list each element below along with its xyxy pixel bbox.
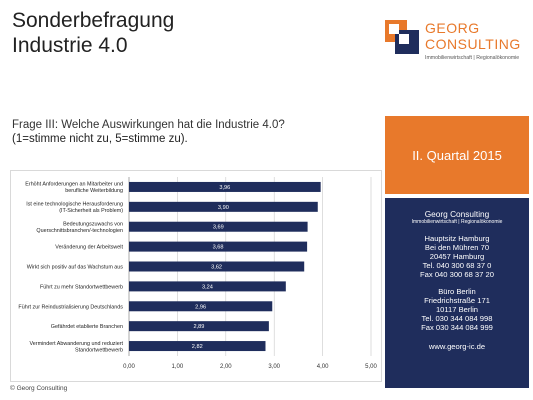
company-logo: GEORG CONSULTING Immobilienwirtschaft | …: [385, 20, 530, 70]
chart-frame: 0,00 1,00 2,00 3,00 4,00 5,00 3,96 Erhöht Anfor…: [10, 170, 382, 382]
data-label: 2,82: [192, 344, 203, 350]
contact-berlin-tel: Tel. 030 344 084 998: [421, 314, 493, 323]
question-line-2: (1=stimme nicht zu, 5=stimme zu).: [12, 133, 188, 145]
survey-question: Frage III: Welche Auswirkungen hat die I…: [12, 118, 285, 146]
quarter-badge: II. Quartal 2015: [385, 116, 529, 194]
quarter-label: II. Quartal 2015: [412, 147, 502, 163]
data-label: 3,24: [202, 284, 213, 290]
data-label: 3,62: [211, 265, 222, 271]
category-label: Vermindert Abwanderung und reduziert: [30, 341, 124, 347]
contact-website-link[interactable]: www.georg-ic.de: [428, 342, 486, 351]
contact-berlin-title: Büro Berlin: [438, 287, 476, 296]
data-label: 2,96: [195, 304, 206, 310]
category-label: Querschnittsbranchen/-technologien: [36, 228, 123, 234]
logo-name-line-2: CONSULTING: [425, 36, 521, 52]
bar: [129, 301, 273, 312]
category-label: Standortwettbewerb: [75, 347, 123, 353]
contact-berlin-city: 10117 Berlin: [435, 305, 479, 314]
contact-hq-title: Hauptsitz Hamburg: [424, 234, 490, 243]
data-label: 3,68: [213, 245, 224, 251]
contact-hq-fax: Fax 040 300 68 37 20: [420, 270, 494, 279]
contact-panel: Georg Consulting Immobilienwirtschaft | …: [385, 198, 529, 388]
x-tick-label: 0,00: [123, 364, 135, 370]
category-label: Bedeutungszuwachs von: [63, 221, 123, 227]
title-line-2: Industrie 4.0: [12, 34, 128, 57]
category-label: Gefährdet etablierte Branchen: [51, 324, 123, 330]
bar-chart: 0,00 1,00 2,00 3,00 4,00 5,00 3,96 Erhöht Anfor…: [18, 177, 377, 370]
category-label: berufliche Weiterbildung: [65, 188, 123, 194]
data-label: 3,90: [218, 205, 229, 211]
page-title: Sonderbefragung Industrie 4.0: [12, 8, 174, 58]
category-label: Ist eine technologische Herausforderung: [26, 202, 123, 208]
contact-company-sub: Immobilienwirtschaft | Regionalökonomie: [411, 219, 503, 225]
bar: [129, 201, 318, 212]
logo-subtitle: Immobilienwirtschaft | Regionalökonomie: [425, 55, 520, 61]
contact-hq-tel: Tel. 040 300 68 37 0: [422, 261, 492, 270]
bar: [129, 321, 269, 332]
bar: [129, 181, 321, 192]
contact-hq-city: 20457 Hamburg: [429, 252, 485, 261]
category-label: Veränderung der Arbeitswelt: [55, 245, 123, 251]
data-label: 2,89: [193, 324, 204, 330]
question-line-1: Frage III: Welche Auswirkungen hat die I…: [12, 119, 285, 131]
logo-mark-icon: [385, 20, 419, 54]
category-label: Führt zur Reindustrialisierung Deutschla…: [18, 304, 123, 310]
x-tick-label: 5,00: [365, 364, 377, 370]
category-label: Wirkt sich positiv auf das Wachstum aus: [27, 265, 124, 271]
x-tick-label: 2,00: [220, 364, 232, 370]
bar: [129, 341, 266, 352]
title-line-1: Sonderbefragung: [12, 9, 175, 32]
x-tick-label: 1,00: [172, 364, 184, 370]
bar: [129, 221, 308, 232]
data-label: 3,69: [213, 225, 224, 231]
category-label: (IT-Sicherheit als Problem): [59, 208, 123, 214]
category-label: Erhöht Anforderungen an Mitarbeiter und: [25, 182, 123, 188]
contact-hq-street: Bei den Mühren 70: [424, 243, 490, 252]
logo-name-line-1: GEORG: [425, 20, 480, 36]
bar: [129, 261, 305, 272]
logo-wordmark: GEORG CONSULTING: [425, 20, 521, 52]
copyright-notice: © Georg Consulting: [10, 385, 68, 392]
bar: [129, 281, 286, 292]
contact-company: Georg Consulting: [424, 209, 490, 219]
contact-berlin-street: Friedrichstraße 171: [424, 296, 490, 305]
contact-berlin-fax: Fax 030 344 084 999: [421, 323, 493, 332]
x-tick-label: 4,00: [317, 364, 329, 370]
x-tick-label: 3,00: [268, 364, 280, 370]
bar: [129, 241, 308, 252]
category-label: Führt zu mehr Standortwettbewerb: [40, 284, 123, 290]
data-label: 3,96: [219, 185, 230, 191]
